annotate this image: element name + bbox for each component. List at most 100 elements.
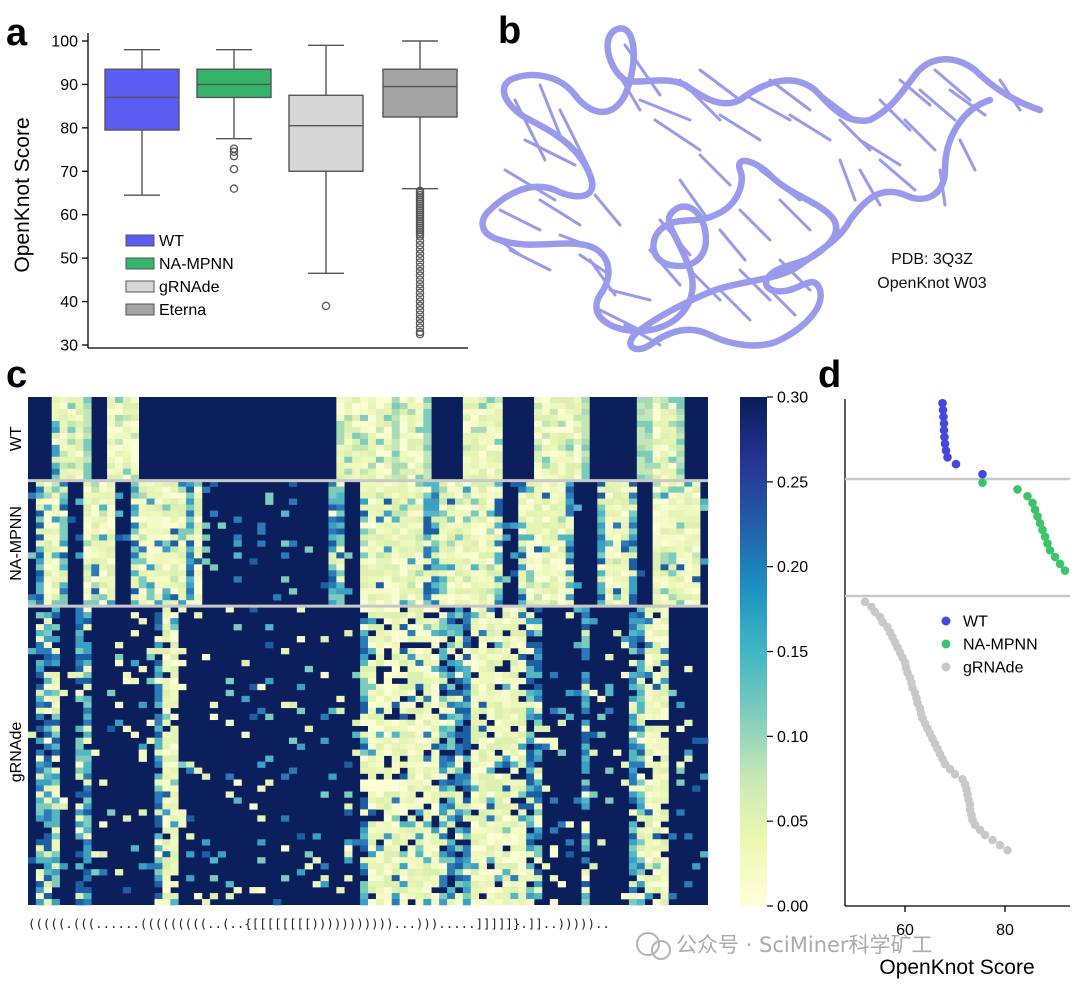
heatmap-cell — [431, 594, 440, 601]
heatmap-cell — [336, 588, 345, 595]
heatmap-cell — [344, 468, 353, 475]
heatmap-cell — [660, 564, 669, 571]
heatmap-cell — [668, 432, 677, 440]
heatmap-cell — [628, 677, 638, 685]
heatmap-cell — [541, 516, 551, 523]
heatmap-cell — [399, 683, 408, 691]
heatmap-cell — [462, 540, 472, 547]
heatmap-cell — [391, 540, 400, 547]
heatmap-cell — [494, 456, 503, 464]
heatmap-cell — [454, 827, 464, 834]
heatmap-cell — [636, 408, 646, 416]
heatmap-cell — [415, 486, 424, 493]
scatter-point — [1013, 485, 1022, 494]
heatmap-cell — [162, 689, 171, 697]
heatmap-cell — [249, 558, 258, 565]
heatmap-cell — [470, 869, 479, 876]
heatmap-cell — [391, 737, 400, 744]
heatmap-cell — [360, 869, 369, 876]
heatmap-cell — [162, 803, 171, 810]
rna-backbone-upper — [846, 96, 994, 224]
heatmap-cell — [35, 779, 45, 786]
heatmap-cell — [391, 665, 400, 673]
heatmap-cell — [534, 815, 543, 822]
heatmap-cell — [368, 857, 377, 864]
heatmap-cell — [423, 397, 432, 404]
heatmap-cell — [107, 420, 116, 428]
heatmap-cell — [470, 522, 479, 529]
heatmap-cell — [35, 869, 45, 876]
heatmap-cell — [336, 552, 345, 559]
heatmap-cell — [486, 827, 495, 834]
heatmap-cell — [407, 827, 416, 834]
heatmap-cell — [478, 857, 487, 864]
heatmap-cell — [59, 528, 68, 535]
heatmap-cell — [281, 845, 290, 852]
heatmap-cell — [478, 887, 487, 894]
heatmap-cell — [383, 576, 393, 583]
heatmap-cell — [652, 498, 661, 505]
heatmap-cell — [91, 558, 100, 565]
heatmap-cell — [549, 522, 559, 529]
heatmap-cell — [43, 648, 53, 655]
heatmap-cell — [35, 588, 45, 595]
heatmap-cell — [439, 785, 448, 792]
heatmap-cell — [67, 402, 76, 410]
heatmap-cell — [375, 606, 385, 613]
heatmap-cell — [375, 725, 385, 732]
heatmap-cell — [130, 546, 139, 553]
heatmap-cell — [478, 450, 487, 458]
heatmap-cell — [28, 857, 37, 864]
heatmap-cell — [478, 594, 487, 601]
heatmap-cell — [391, 767, 400, 774]
heatmap-cell — [486, 552, 495, 559]
heatmap-cell — [375, 504, 385, 511]
heatmap-cell — [43, 755, 53, 762]
scatter-point — [941, 446, 951, 455]
heatmap-cell — [510, 881, 519, 888]
heatmap-cell — [470, 612, 479, 619]
heatmap-cell — [375, 474, 385, 481]
heatmap-cell — [75, 498, 84, 505]
heatmap-cell — [549, 540, 559, 547]
heatmap-cell — [644, 809, 653, 816]
heatmap-cell — [194, 534, 203, 541]
heatmap-cell — [454, 773, 464, 780]
heatmap-cell — [494, 653, 503, 661]
heatmap-cell — [431, 797, 440, 804]
heatmap-cell — [613, 564, 622, 571]
heatmap-cell — [146, 498, 155, 505]
heatmap-cell — [486, 695, 495, 703]
heatmap-cell — [494, 624, 503, 631]
heatmap-cell — [375, 492, 385, 499]
heatmap-cell — [194, 767, 203, 774]
heatmap-cell — [462, 743, 472, 750]
heatmap-cell — [407, 582, 416, 589]
heatmap-cell — [375, 408, 385, 416]
heatmap-cell — [249, 713, 258, 721]
heatmap-cell — [399, 857, 408, 864]
heatmap-cell — [170, 899, 179, 906]
heatmap-cell — [75, 402, 84, 410]
heatmap-cell — [170, 881, 179, 888]
heatmap-cell — [621, 594, 630, 601]
heatmap-cell — [407, 546, 416, 553]
heatmap-cell — [439, 755, 448, 762]
heatmap-cell — [557, 414, 566, 422]
heatmap-cell — [597, 504, 606, 511]
heatmap-cell — [526, 695, 535, 703]
heatmap-cell — [470, 797, 479, 804]
heatmap-cell — [565, 558, 574, 565]
heatmap-cell — [486, 402, 495, 410]
heatmap-cell — [439, 486, 448, 493]
heatmap-cell — [415, 426, 424, 434]
heatmap-cell — [526, 570, 535, 577]
heatmap-cell — [130, 468, 139, 475]
heatmap-cell — [644, 450, 653, 458]
heatmap-cell — [344, 426, 353, 434]
heatmap-cell — [154, 492, 163, 499]
heatmap-cell — [581, 420, 590, 428]
heatmap-cell — [107, 408, 116, 416]
heatmap-cell — [375, 713, 385, 721]
heatmap-cell — [660, 767, 669, 774]
